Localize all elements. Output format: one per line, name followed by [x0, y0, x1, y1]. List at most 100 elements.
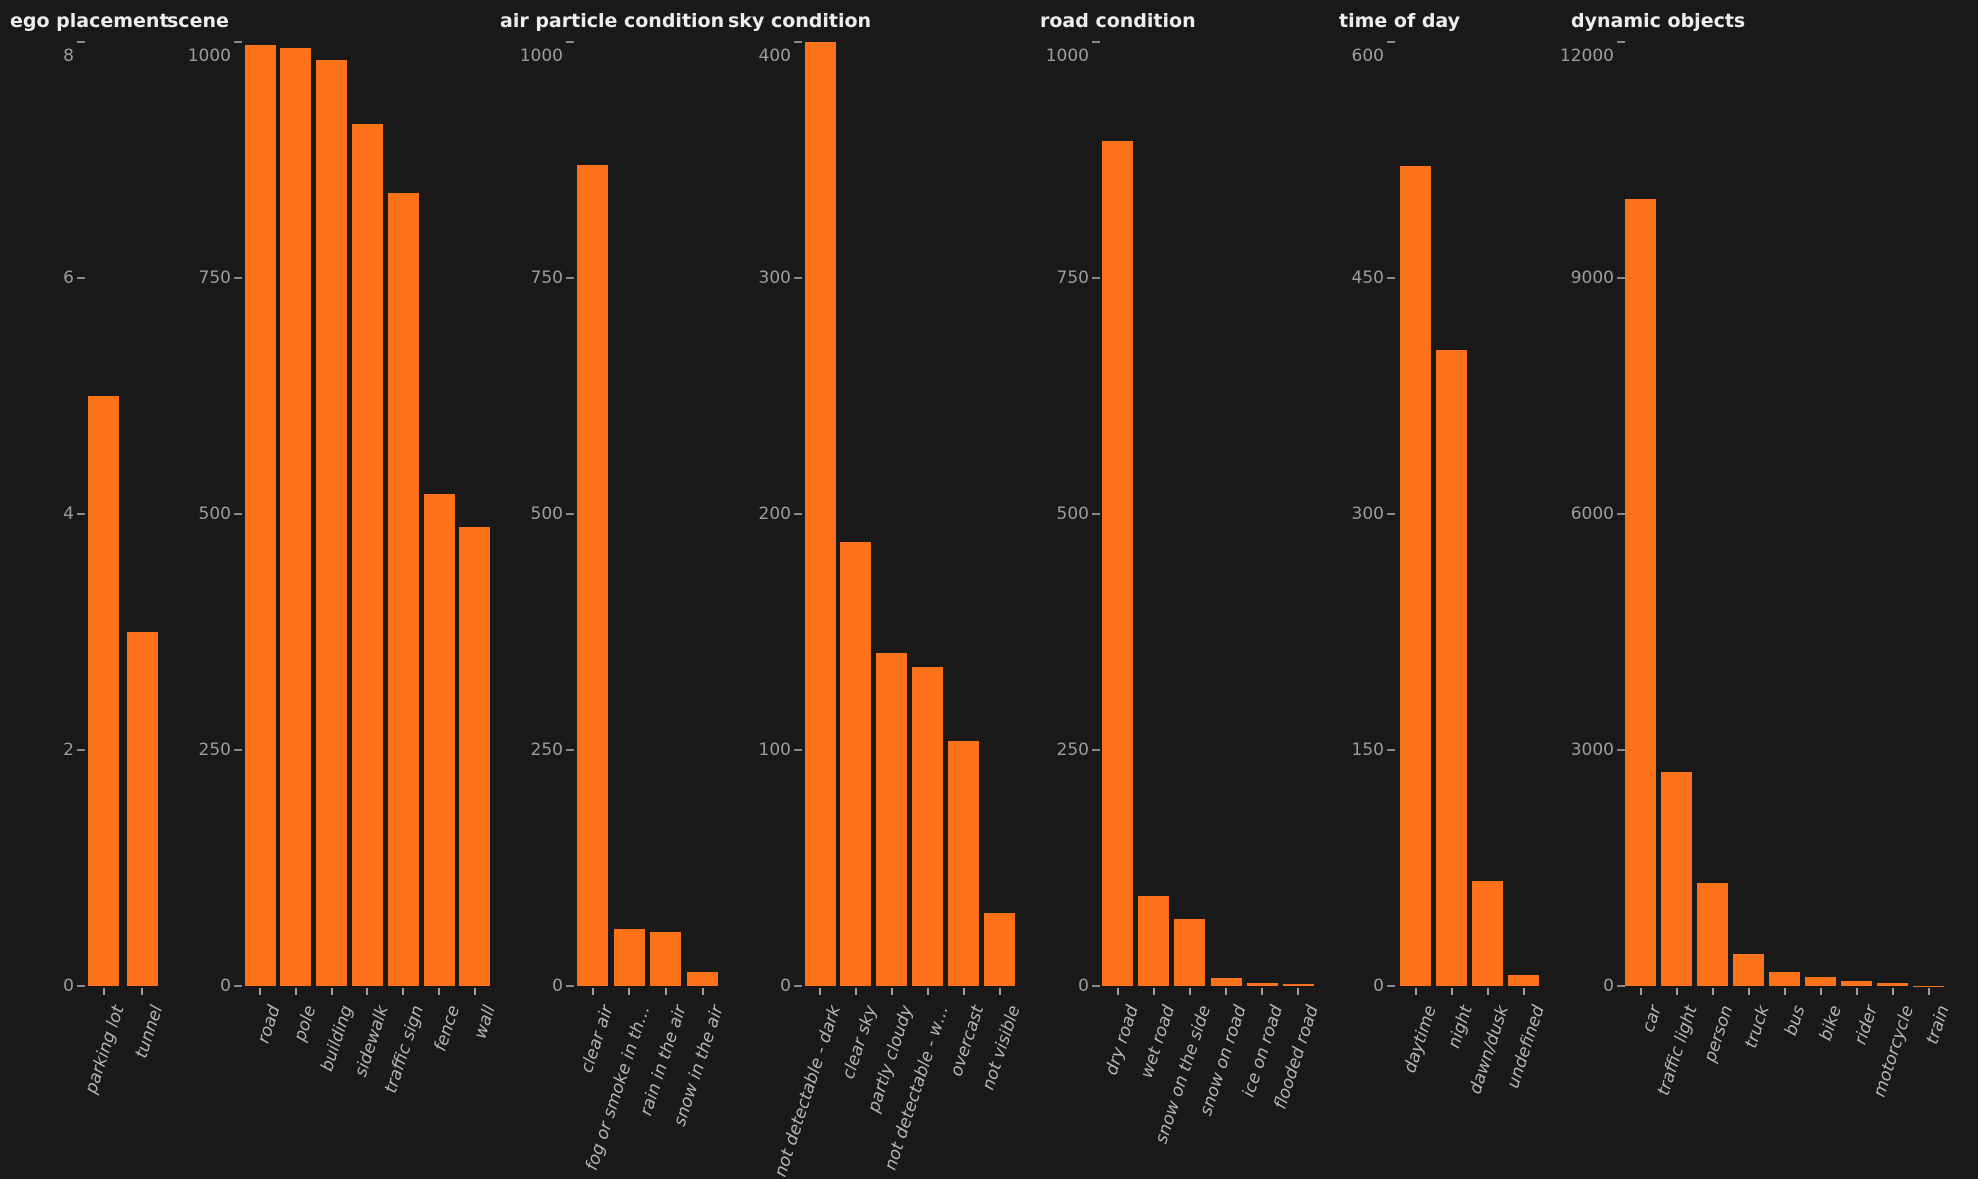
y-tick-mark	[234, 277, 242, 279]
x-axis-tick-label: not detectable - dark	[770, 1003, 846, 1179]
x-tick-mark	[591, 988, 594, 995]
x-axis-tick-label: clear air	[577, 1003, 618, 1076]
y-tick-mark	[1617, 985, 1625, 987]
x-tick-mark	[819, 988, 821, 995]
y-axis-tick-label: 300	[758, 268, 791, 288]
y-tick-mark	[234, 749, 242, 751]
chart-title-sky-condition: sky condition	[728, 10, 872, 32]
y-tick-mark	[77, 749, 85, 751]
x-axis-tick-label: truck	[1741, 1003, 1774, 1051]
bar-clear-sky	[840, 542, 872, 986]
y-axis-tick-label: 9000	[1570, 268, 1614, 288]
bar-wet-road	[1138, 896, 1170, 986]
x-axis-tick-label: rider	[1850, 1003, 1882, 1048]
y-axis-tick-label: 1000	[1045, 46, 1089, 66]
chart-title-air-particle: air particle condition	[500, 10, 725, 32]
y-axis-tick-label: 0	[220, 976, 231, 996]
bar-rider	[1841, 981, 1873, 986]
bar-partly-cloudy	[876, 653, 908, 986]
y-tick-mark	[1617, 277, 1625, 279]
x-tick-mark	[1855, 988, 1858, 995]
y-tick-mark	[77, 985, 85, 987]
bar-not-visible	[984, 912, 1015, 986]
bar-building	[316, 59, 348, 986]
y-axis-tick-label: 400	[758, 46, 791, 66]
bar-daytime	[1400, 166, 1432, 986]
y-axis-tick-label: 1000	[519, 46, 563, 66]
y-axis-tick-label: 250	[1056, 740, 1089, 760]
chart-title-dynamic-objects: dynamic objects	[1571, 10, 1746, 32]
y-axis-tick-label: 300	[1351, 504, 1384, 524]
bar-not-detectable-dark	[804, 42, 836, 986]
y-tick-mark	[77, 513, 85, 515]
x-axis-tick-label: building	[316, 1003, 357, 1074]
x-axis-tick-label: overcast	[946, 1003, 989, 1079]
bar-undefined	[1508, 974, 1540, 986]
x-tick-mark	[1116, 988, 1119, 995]
x-tick-mark	[1747, 988, 1750, 995]
x-tick-mark	[890, 988, 893, 995]
y-axis-tick-label: 750	[198, 268, 231, 288]
y-tick-mark	[77, 277, 85, 279]
chart-title-road-condition: road condition	[1040, 10, 1196, 32]
y-tick-mark	[794, 277, 802, 279]
x-tick-mark	[998, 988, 1001, 995]
bar-traffic-sign	[387, 193, 419, 986]
x-axis-tick-label: daytime	[1400, 1003, 1441, 1076]
y-tick-mark	[1387, 513, 1395, 515]
bar-dawn-dusk	[1472, 880, 1504, 986]
y-tick-mark	[1092, 513, 1100, 515]
y-axis-tick-label: 150	[1351, 740, 1384, 760]
bar-truck	[1733, 953, 1765, 986]
bar-car	[1625, 198, 1657, 986]
x-tick-mark	[1891, 988, 1894, 995]
x-tick-mark	[259, 988, 261, 995]
x-tick-mark	[366, 988, 369, 995]
x-axis-tick-label: fence	[430, 1003, 465, 1054]
x-axis-tick-label: person	[1700, 1003, 1738, 1065]
y-tick-mark	[566, 41, 574, 43]
y-axis-tick-label: 250	[198, 740, 231, 760]
bar-bus	[1769, 971, 1801, 986]
y-tick-mark	[794, 749, 802, 751]
bar-dry-road	[1102, 141, 1134, 986]
x-tick-mark	[854, 988, 857, 995]
y-axis-tick-label: 0	[1373, 976, 1384, 996]
bar-snow-on-road	[1210, 977, 1242, 986]
x-tick-mark	[1927, 988, 1930, 995]
bar-motorcycle	[1877, 983, 1909, 986]
x-axis-tick-label: pole	[290, 1003, 321, 1044]
x-axis-tick-label: train	[1922, 1003, 1954, 1047]
bar-night	[1436, 350, 1468, 986]
x-tick-mark	[1522, 988, 1525, 995]
x-tick-mark	[1225, 988, 1227, 995]
bar-rain-in-the-air	[650, 932, 682, 986]
y-axis-tick-label: 6000	[1570, 504, 1614, 524]
x-axis-tick-label: bike	[1815, 1003, 1846, 1044]
y-axis-tick-label: 500	[530, 504, 563, 524]
bar-tunnel	[126, 632, 158, 986]
chart-title-scene: scene	[167, 10, 229, 32]
y-tick-mark	[1387, 277, 1395, 279]
y-axis-tick-label: 8	[63, 46, 74, 66]
y-tick-mark	[566, 277, 574, 279]
x-tick-mark	[926, 988, 929, 995]
y-axis-tick-label: 4	[63, 504, 74, 524]
x-axis-tick-label: wet road	[1136, 1003, 1179, 1081]
y-tick-mark	[77, 41, 85, 43]
bar-overcast	[948, 740, 980, 986]
y-tick-mark	[1387, 749, 1395, 751]
y-tick-mark	[794, 513, 802, 515]
y-axis-tick-label: 12000	[1559, 46, 1614, 66]
bar-person	[1697, 882, 1729, 986]
bar-snow-in-the-air	[687, 971, 718, 986]
x-tick-mark	[402, 988, 405, 995]
y-axis-tick-label: 1000	[187, 46, 231, 66]
y-axis-tick-label: 500	[1056, 504, 1089, 524]
y-tick-mark	[1092, 41, 1100, 43]
x-tick-mark	[962, 988, 965, 995]
y-tick-mark	[1617, 41, 1625, 43]
x-tick-mark	[102, 988, 105, 995]
y-axis-tick-label: 750	[1056, 268, 1089, 288]
